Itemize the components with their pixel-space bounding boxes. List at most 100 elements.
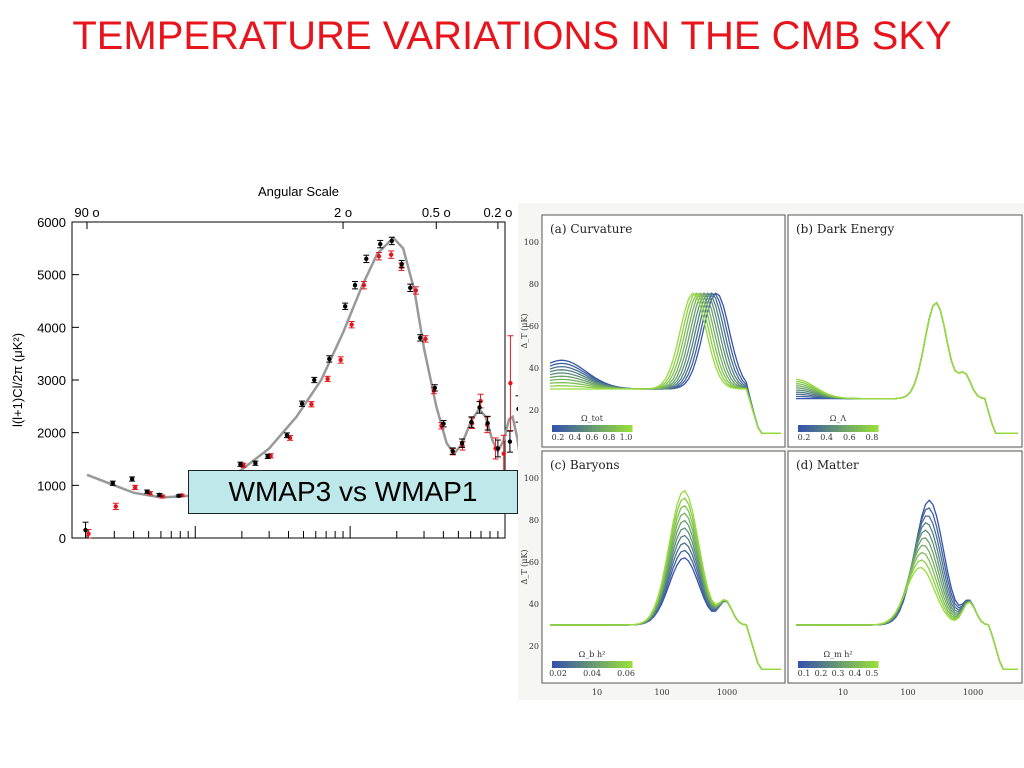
y-tick-label: 0: [59, 531, 66, 546]
colorbar-segment: [818, 425, 823, 432]
colorbar-segment: [862, 425, 867, 432]
wmap3-point: [342, 302, 349, 310]
colorbar-segment: [866, 661, 871, 668]
top-tick-label: 0.2 o: [483, 205, 512, 220]
data-marker: [113, 504, 118, 509]
wmap3-point: [476, 401, 483, 414]
panel-y-tick: 20: [529, 642, 539, 651]
colorbar-segment: [874, 661, 879, 668]
top-tick-label: 0.5 o: [422, 205, 451, 220]
data-marker: [132, 485, 138, 490]
colorbar-segment: [616, 425, 621, 432]
wmap3-point: [237, 461, 244, 467]
panel-y-tick: 80: [529, 280, 539, 289]
wmap3-point: [459, 438, 466, 448]
y-axis-label: l(l+1)Cl/2π (μK²): [10, 333, 25, 427]
parameter-panel: (c) Baryons Ω_b h² 0.02 0.04 0.06 100 80 60 40 20…: [520, 450, 786, 697]
panel-y-label: Δ_T (μK): [520, 313, 529, 348]
data-marker: [238, 462, 243, 467]
data-marker: [378, 241, 383, 247]
colorbar-segment: [834, 425, 839, 432]
colorbar-segment: [830, 425, 835, 432]
data-marker: [144, 489, 150, 494]
wmap3-point: [431, 384, 438, 392]
colorbar-segment: [874, 425, 879, 432]
wmap3-point: [388, 236, 395, 246]
data-marker: [485, 420, 490, 426]
colorbar-segment: [870, 425, 875, 432]
colorbar-segment: [858, 661, 863, 668]
panel-x-tick: 1000: [963, 688, 983, 697]
data-marker: [176, 493, 181, 499]
colorbar-label: Ω_Λ: [830, 414, 847, 423]
colorbar-segment: [608, 661, 613, 668]
colorbar-tick: 0.8: [866, 433, 879, 442]
panel-frame: [541, 214, 786, 448]
panel-y-tick: 80: [529, 516, 539, 525]
wmap1-point: [507, 335, 514, 432]
colorbar-segment: [798, 661, 803, 668]
colorbar-segment: [826, 661, 831, 668]
colorbar-segment: [842, 661, 847, 668]
data-marker: [408, 285, 413, 291]
panel-y-tick: 100: [524, 474, 539, 483]
data-marker: [110, 481, 115, 486]
colorbar-tick: 1.0: [620, 433, 633, 442]
colorbar-segment: [592, 425, 597, 432]
data-marker: [459, 441, 465, 446]
data-marker: [469, 419, 474, 425]
colorbar-segment: [576, 425, 581, 432]
model-curve: [795, 301, 1018, 434]
data-marker: [309, 402, 314, 407]
colorbar-tick: 0.6: [843, 433, 856, 442]
colorbar-segment: [600, 425, 605, 432]
wmap3-point: [352, 281, 359, 290]
colorbar-label: Ω_m h²: [823, 650, 852, 659]
colorbar-segment: [564, 425, 569, 432]
data-marker: [325, 376, 330, 382]
data-marker: [327, 356, 332, 362]
wmap1-point: [412, 286, 419, 295]
data-marker: [501, 451, 506, 456]
data-marker: [389, 238, 395, 244]
data-marker: [284, 433, 290, 438]
data-marker: [399, 261, 404, 267]
data-marker: [432, 385, 437, 391]
data-marker: [388, 252, 394, 257]
wmap3-point: [417, 334, 424, 342]
colorbar-segment: [576, 661, 581, 668]
colorbar-segment: [814, 661, 819, 668]
y-tick-label: 5000: [37, 268, 66, 283]
colorbar-segment: [556, 661, 561, 668]
colorbar-segment: [842, 425, 847, 432]
colorbar-segment: [814, 425, 819, 432]
panel-x-tick: 1000: [717, 688, 737, 697]
wmap1-point: [308, 401, 315, 408]
panel-y-tick: 20: [529, 406, 539, 415]
colorbar-segment: [838, 661, 843, 668]
model-curve: [550, 292, 781, 434]
data-marker: [361, 283, 367, 288]
colorbar-segment: [806, 661, 811, 668]
colorbar-segment: [846, 661, 851, 668]
panel-title: (c) Baryons: [550, 458, 620, 472]
data-marker: [83, 527, 88, 533]
colorbar-segment: [838, 425, 843, 432]
data-marker: [338, 357, 343, 363]
top-tick-label: 90 o: [74, 205, 99, 220]
data-marker: [441, 421, 446, 426]
colorbar-tick: 0.6: [586, 433, 599, 442]
data-marker: [477, 405, 482, 410]
panel-x-tick: 10: [838, 688, 848, 697]
colorbar-segment: [556, 425, 561, 432]
parameter-panel: (a) Curvature Ω_tot 0.2 0.4 0.6 0.8 1.0 100 80 60…: [520, 214, 786, 448]
colorbar-segment: [802, 661, 807, 668]
wmap3-point: [252, 460, 259, 466]
y-tick-label: 6000: [37, 215, 66, 230]
wmap1-point: [422, 335, 429, 343]
colorbar-segment: [588, 661, 593, 668]
data-marker: [376, 254, 382, 259]
wmap1-point: [112, 502, 119, 511]
wmap3-point: [494, 439, 501, 458]
panel-x-tick: 10: [592, 688, 602, 697]
